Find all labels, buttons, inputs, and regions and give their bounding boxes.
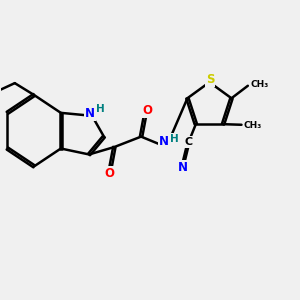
Text: CH₃: CH₃ [250, 80, 268, 89]
Text: O: O [142, 104, 152, 117]
Text: N: N [178, 161, 188, 174]
Text: H: H [96, 104, 105, 114]
Text: S: S [206, 73, 214, 86]
Text: N: N [85, 107, 95, 120]
Text: N: N [159, 135, 169, 148]
Text: C: C [184, 137, 192, 147]
Text: O: O [105, 167, 115, 180]
Text: CH₃: CH₃ [244, 121, 262, 130]
Text: H: H [170, 134, 179, 144]
